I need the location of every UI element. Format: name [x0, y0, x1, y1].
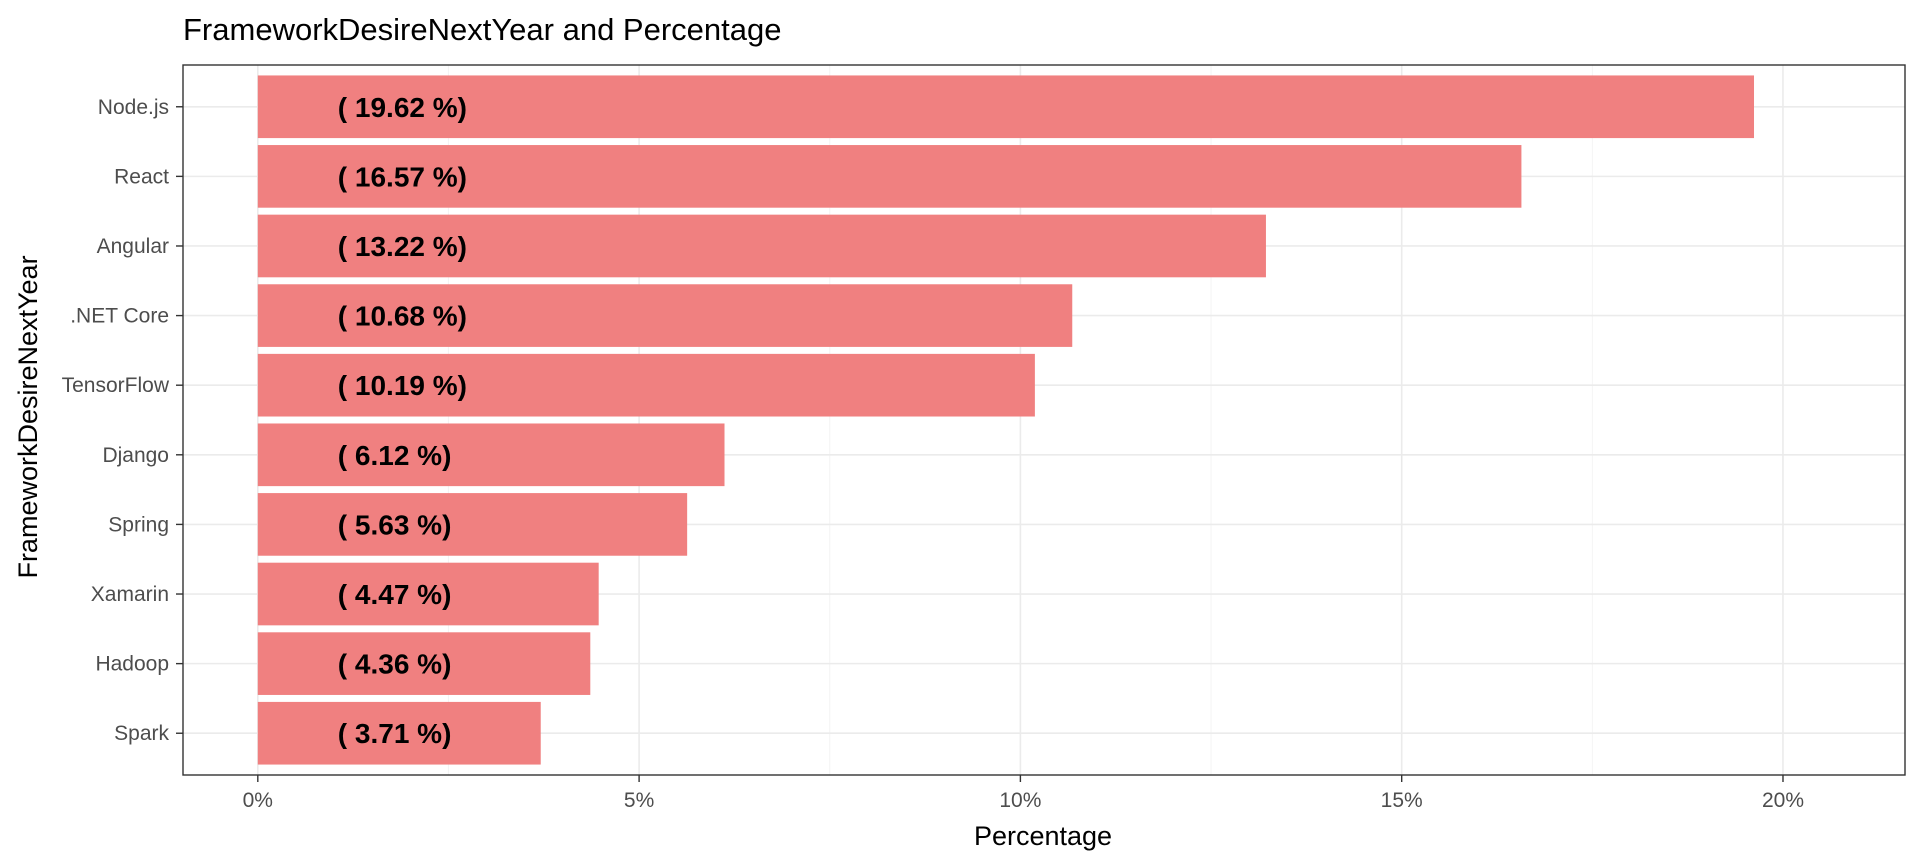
bar-data-label: ( 10.19 %): [338, 370, 467, 401]
bar: [257, 423, 725, 487]
y-tick-label: Node.js: [98, 96, 169, 119]
y-tick-label: Hadoop: [95, 653, 169, 676]
data-labels: ( 19.62 %) ( 16.57 %) ( 13.22 %) ( 10.68 %)…: [338, 92, 467, 749]
y-tick-label: Angular: [97, 235, 169, 258]
bar-data-label: ( 5.63 %): [338, 509, 452, 540]
bar: [257, 353, 1035, 417]
bar-data-label: ( 13.22 %): [338, 231, 467, 262]
x-tick-label: 15%: [1381, 789, 1423, 812]
bar: [257, 701, 541, 765]
y-tick-label: Django: [102, 444, 169, 467]
x-tick-label: 20%: [1762, 789, 1804, 812]
y-tick-label: .NET Core: [70, 305, 169, 328]
bars: [257, 75, 1755, 765]
y-tick-label: Spring: [108, 513, 169, 536]
x-axis: 0% 5% 10% 15% 20%: [243, 775, 1804, 812]
bar: [257, 284, 1073, 347]
bar: [257, 562, 599, 626]
y-axis-title: FrameworkDesireNextYear: [13, 255, 43, 578]
x-tick-label: 0%: [243, 789, 273, 812]
chart-title: FrameworkDesireNextYear and Percentage: [183, 12, 781, 47]
x-axis-title: Percentage: [974, 821, 1112, 851]
bar: [257, 632, 591, 695]
bar-data-label: ( 19.62 %): [338, 92, 467, 123]
bar: [257, 75, 1755, 139]
x-tick-label: 10%: [999, 789, 1041, 812]
bar: [257, 214, 1266, 278]
x-tick-label: 5%: [624, 789, 654, 812]
bar-data-label: ( 3.71 %): [338, 718, 452, 749]
bar-data-label: ( 4.47 %): [338, 579, 452, 610]
bar: [257, 493, 688, 556]
y-tick-label: Xamarin: [91, 583, 169, 606]
bar-data-label: ( 16.57 %): [338, 161, 467, 192]
plot-panel-border: [182, 64, 1906, 776]
bar-data-label: ( 6.12 %): [338, 440, 452, 471]
bar-data-label: ( 4.36 %): [338, 649, 452, 680]
y-axis: Node.js React Angular .NET Core TensorFlow Dj…: [62, 96, 183, 745]
bar: [257, 145, 1522, 208]
bar-data-label: ( 10.68 %): [338, 301, 467, 332]
y-tick-label: React: [114, 165, 169, 188]
y-tick-label: TensorFlow: [62, 374, 170, 397]
y-tick-label: Spark: [114, 722, 169, 745]
